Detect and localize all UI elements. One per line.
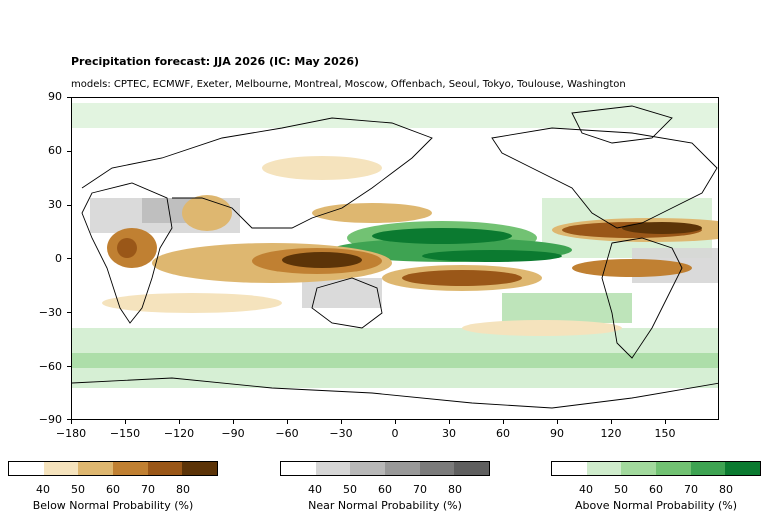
colorbar-segment [690, 462, 726, 475]
colorbar-tick: 40 [579, 483, 593, 496]
colorbar-segment [385, 462, 420, 475]
colorbar-tick: 70 [684, 483, 698, 496]
lat-tick-label: 60 [48, 144, 62, 157]
lon-tick-label: 90 [550, 427, 564, 440]
probability-fields [72, 103, 718, 388]
lon-tick-label: −90 [221, 427, 245, 440]
colorbar-segment [454, 462, 490, 475]
lon-tick-label: 150 [654, 427, 676, 440]
colorbar-segment [725, 462, 761, 475]
colorbar-tick: 50 [614, 483, 628, 496]
lat-tick-label: −90 [38, 413, 62, 426]
colorbar-tick: 70 [413, 483, 427, 496]
below-normal-colorbar [8, 461, 218, 476]
near-normal-label: Near Normal Probability (%) [308, 499, 462, 512]
lon-tick-label: 30 [442, 427, 456, 440]
colorbar-segment [9, 462, 44, 475]
colorbar-tick: 70 [141, 483, 155, 496]
colorbar-segment [656, 462, 691, 475]
lat-tick-label: −60 [38, 360, 62, 373]
colorbar-tick: 60 [378, 483, 392, 496]
colorbar-segment [552, 462, 587, 475]
coastlines [72, 105, 718, 409]
colorbar-segment [350, 462, 386, 475]
colorbar-segment [182, 462, 218, 475]
near-normal-colorbar [280, 461, 490, 476]
map-canvas [72, 103, 718, 409]
colorbar-segment [586, 462, 622, 475]
colorbar-segment [315, 462, 351, 475]
colorbar-tick: 60 [106, 483, 120, 496]
lon-tick-label: −180 [55, 427, 87, 440]
lon-tick-label: −120 [163, 427, 195, 440]
lat-tick-label: −30 [38, 306, 62, 319]
colorbar-tick: 50 [343, 483, 357, 496]
lon-tick-label: 0 [391, 427, 399, 440]
lon-tick-label: 60 [496, 427, 510, 440]
colorbar-segment [113, 462, 148, 475]
above-normal-colorbar [551, 461, 761, 476]
colorbar-tick: 80 [176, 483, 190, 496]
colorbar-segment [78, 462, 114, 475]
lon-tick-label: −150 [109, 427, 141, 440]
colorbar-tick: 40 [36, 483, 50, 496]
colorbar-segment [621, 462, 657, 475]
colorbar-tick: 80 [719, 483, 733, 496]
colorbar-segment [147, 462, 183, 475]
lat-tick-label: 90 [48, 90, 62, 103]
map-title: Precipitation forecast: JJA 2026 (IC: Ma… [71, 55, 360, 68]
colorbar-segment [419, 462, 455, 475]
precipitation-map [71, 97, 719, 420]
lon-tick-label: −30 [329, 427, 353, 440]
lat-tick-label: 30 [48, 198, 62, 211]
colorbar-segment [281, 462, 316, 475]
lon-tick-label: −60 [275, 427, 299, 440]
lon-tick-label: 120 [600, 427, 622, 440]
colorbar-tick: 40 [308, 483, 322, 496]
colorbar-tick: 50 [71, 483, 85, 496]
below-normal-label: Below Normal Probability (%) [32, 499, 194, 512]
colorbar-tick: 60 [649, 483, 663, 496]
lat-tick-label: 0 [55, 252, 62, 265]
colorbar-tick: 80 [448, 483, 462, 496]
above-normal-label: Above Normal Probability (%) [575, 499, 737, 512]
models-subtitle: models: CPTEC, ECMWF, Exeter, Melbourne,… [71, 79, 626, 90]
colorbar-segment [43, 462, 79, 475]
